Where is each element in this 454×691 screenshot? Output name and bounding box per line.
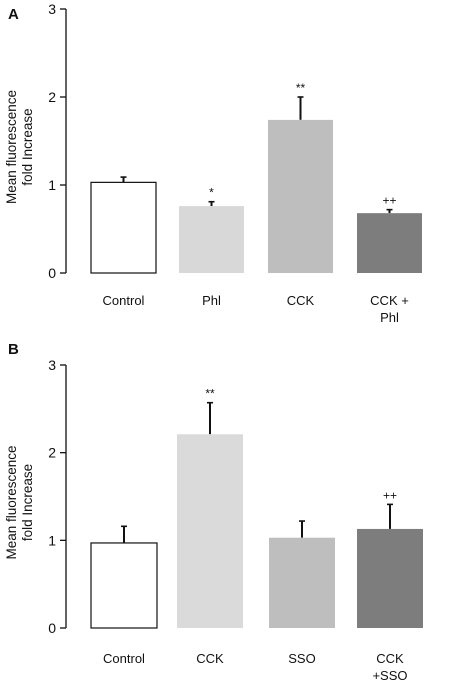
panel-b-bar-3: [357, 528, 423, 628]
panel-b-y-tick-label-2: 2: [48, 445, 56, 461]
panel-b-annotation-3: ++: [383, 488, 397, 502]
panel-b-bar-0: [90, 542, 158, 629]
panel-b-y-axis-label: Mean fluorescencefold Increase: [4, 445, 35, 559]
panel-a-category-label-0: Control: [103, 293, 145, 308]
panel-b-category-label-1: CCK: [196, 651, 224, 666]
panel-b-y-tick-label-1: 1: [48, 532, 56, 548]
panel-a-category-label-3: CCK + Phl: [370, 293, 409, 325]
panel-a-y-axis-label: Mean fluorescencefold Increase: [4, 90, 35, 204]
panel-a-bar-3: [357, 213, 422, 273]
panel-b-annotation-1: **: [205, 387, 215, 401]
panel-a-category-label-2: CCK: [287, 293, 315, 308]
panel-a-bar-2: [268, 119, 333, 273]
panel-a-annotation-2: **: [296, 81, 306, 95]
panel-b-y-tick-label-0: 0: [48, 620, 56, 636]
panel-b-y-tick-label-3: 3: [48, 357, 56, 373]
panel-a-annotation-1: *: [209, 186, 214, 200]
panel-a-bar-1: [179, 206, 244, 273]
panel-a-y-tick-label-2: 2: [48, 89, 56, 105]
panel-a-annotation-3: ++: [382, 194, 396, 208]
panel-a-bar-0: [90, 181, 157, 274]
panel-b-letter: B: [8, 341, 19, 358]
panel-a-y-tick-label-1: 1: [48, 177, 56, 193]
panel-a-y-tick-label-0: 0: [48, 265, 56, 281]
panel-a-y-tick-label-3: 3: [48, 1, 56, 17]
panel-b-bar-1: [177, 434, 243, 628]
panel-a-category-label-1: Phl: [202, 293, 221, 308]
panel-b-category-label-0: Control: [103, 651, 145, 666]
panel-b-category-label-3: CCK +SSO: [372, 651, 407, 683]
panel-b-bar-2: [269, 537, 335, 628]
panel-b-category-label-2: SSO: [288, 651, 315, 666]
panel-a-letter: A: [8, 6, 19, 23]
